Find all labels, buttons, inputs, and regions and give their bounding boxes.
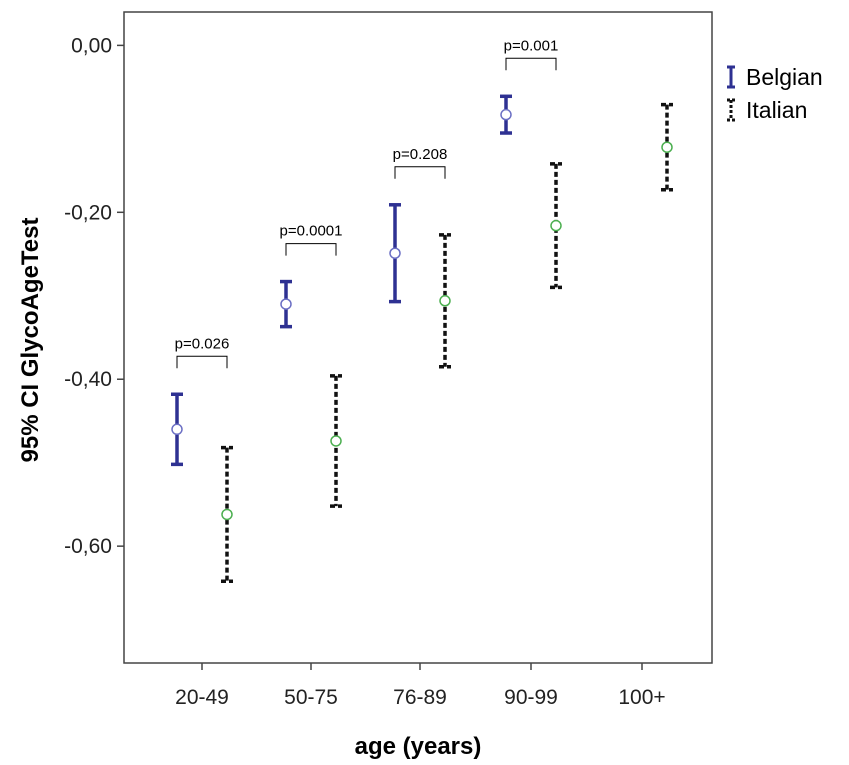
x-tick-label: 50-75 (284, 686, 338, 709)
legend-item-belgian: Belgian (727, 64, 823, 90)
y-tick-label: -0,40 (64, 368, 112, 391)
mean-marker (330, 435, 342, 447)
p-value-label: p=0.001 (504, 37, 559, 54)
legend-label: Italian (746, 97, 807, 123)
x-tick-label: 76-89 (393, 686, 447, 709)
error-bars (171, 94, 673, 583)
x-tick-label: 100+ (618, 686, 665, 709)
p-value-bracket: p=0.208 (393, 146, 448, 179)
mean-marker (500, 108, 512, 121)
bracket-line (285, 243, 337, 256)
belgian-error-bar (171, 392, 183, 467)
mean-marker (280, 298, 292, 310)
p-value-bracket: p=0.026 (175, 335, 230, 369)
mean-marker (439, 295, 451, 307)
bracket-line (505, 57, 557, 71)
x-tick-label: 90-99 (504, 686, 558, 709)
legend: Belgian Italian (727, 64, 823, 123)
mean-marker (221, 508, 233, 521)
bracket-line (176, 355, 228, 369)
y-axis: 0,00 -0,20 -0,40 -0,60 (64, 34, 124, 558)
p-value-label: p=0.026 (175, 335, 230, 352)
italian-error-bar (439, 233, 451, 369)
p-value-label: p=0.0001 (280, 223, 343, 240)
x-axis-title: age (years) (355, 733, 482, 760)
plot-area-frame (123, 11, 713, 664)
p-value-bracket: p=0.001 (504, 37, 559, 71)
legend-item-italian: Italian (727, 97, 807, 123)
belgian-error-bar (500, 94, 512, 135)
mean-marker (389, 247, 401, 259)
x-axis: 20-49 50-75 76-89 90-99 100+ (175, 663, 666, 709)
mean-marker (550, 219, 562, 232)
y-tick-label: -0,60 (64, 535, 112, 558)
belgian-error-bar (389, 203, 401, 304)
y-tick-label: 0,00 (71, 34, 112, 57)
legend-label: Belgian (746, 64, 823, 90)
mean-marker (171, 423, 183, 436)
y-tick-label: -0,20 (64, 201, 112, 224)
bracket-line (394, 166, 446, 179)
x-tick-label: 20-49 (175, 686, 229, 709)
mean-marker (661, 141, 673, 153)
y-axis-title: 95% CI GlycoAgeTest (17, 218, 44, 463)
p-value-annotations: p=0.026 p=0.0001 p=0.208 p=0.001 (175, 37, 559, 369)
p-value-label: p=0.208 (393, 146, 448, 163)
p-value-bracket: p=0.0001 (280, 223, 343, 256)
italian-error-bar (330, 374, 342, 508)
italian-error-bar (550, 162, 562, 290)
italian-error-bar (221, 445, 233, 583)
italian-error-bar (661, 102, 673, 192)
belgian-error-bar (280, 279, 292, 329)
